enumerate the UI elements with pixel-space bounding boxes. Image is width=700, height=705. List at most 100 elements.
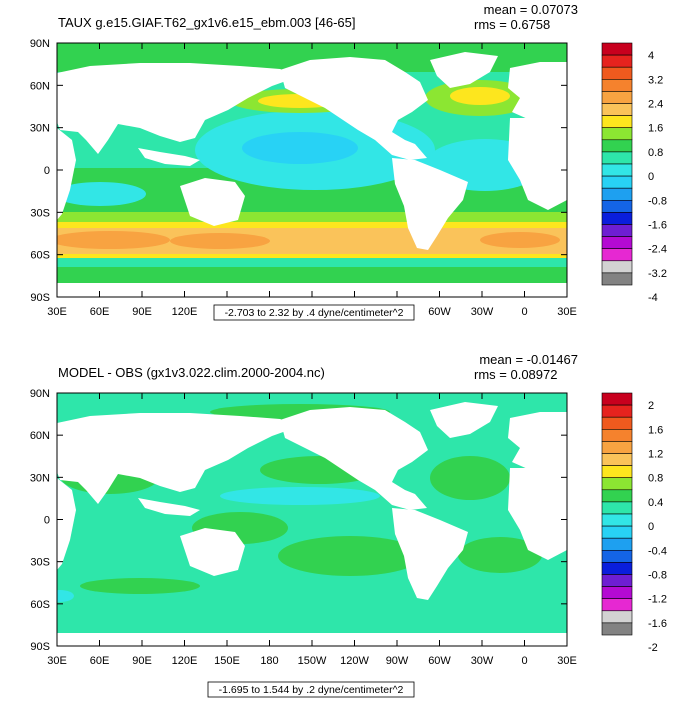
panel-1: TAUX g.e15.GIAF.T62_gx1v6.e15_ebm.003 [4… [30,2,667,321]
colorbar-label: 0 [648,521,654,533]
colorbar-swatch [601,151,633,165]
lon-tick-label: 60W [428,655,451,667]
colorbar-swatch [601,392,633,406]
lon-tick-label: 30E [47,655,67,667]
lat-tick-label: 90S [30,641,50,653]
lon-tick-label: 0 [521,655,527,667]
colorbar-swatch [601,175,633,189]
colorbar-label: -2 [648,642,658,654]
lat-tick-label: 60N [30,80,50,92]
lon-tick-label: 30E [47,306,67,318]
panel-2: MODEL - OBS (gx1v3.022.clim.2000-2004.nc… [30,352,667,698]
colorbar-swatch [601,562,633,575]
lon-tick-label: 30E [557,655,577,667]
colorbar-swatch [601,212,633,225]
lat-tick-label: 30N [30,123,50,135]
colorbar-label: 0.8 [648,147,663,159]
colorbar-swatch [601,272,633,286]
colorbar-swatch [601,163,633,177]
panel-2-axes: 90N 60N 30N 0 30S 60S 90S 30E 60E 90E 120E 150E 180 1… [30,388,577,667]
colorbar-swatch [601,453,633,466]
lat-tick-label: 30S [30,557,50,569]
colorbar-swatch [601,489,633,503]
colorbar-label: -4 [648,292,658,304]
colorbar-label: -0.8 [648,570,667,582]
colorbar-swatch [601,79,633,92]
panel-1-range-label: -2.703 to 2.32 by .4 dyne/centimeter^2 [225,307,404,319]
colorbar-label: -0.8 [648,195,667,207]
colorbar-label: -3.2 [648,268,667,280]
lon-tick-label: 0 [521,306,527,318]
lon-tick-label: 60E [90,655,110,667]
colorbar-swatch [601,66,633,80]
lat-tick-label: 90S [30,292,50,304]
panel-1-rms: rms = 0.6758 [474,17,550,32]
colorbar-swatch [601,404,633,418]
panel-1-mean: mean = 0.07073 [484,2,578,17]
lon-tick-label: 30W [471,655,494,667]
panel-2-map [57,393,567,646]
lon-tick-label: 90W [386,655,409,667]
colorbar-swatch [601,236,633,250]
colorbar-swatch [601,441,633,454]
colorbar-swatch [601,622,633,636]
panel-1-colorbar: 4 3.2 2.4 1.6 0.8 0 -0.8 -1.6 -2.4 -3.2 -4 [601,42,667,304]
colorbar-label: -1.6 [648,618,667,630]
colorbar-swatch [601,428,633,442]
lon-tick-label: 120E [172,655,198,667]
colorbar-swatch [601,248,633,262]
colorbar-label: 3.2 [648,74,663,86]
colorbar-swatch [601,54,633,68]
panel-2-colorbar: 2 1.6 1.2 0.8 0.4 0 -0.4 -0.8 -1.2 -1.6 -2 [601,392,667,654]
lon-tick-label: 30E [557,306,577,318]
colorbar-swatch [601,549,633,563]
colorbar-swatch [601,260,633,274]
colorbar-swatch [601,200,633,213]
colorbar-label: 1.6 [648,123,663,135]
colorbar-label: -2.4 [648,244,667,256]
panel-1-title: TAUX g.e15.GIAF.T62_gx1v6.e15_ebm.003 [4… [58,15,356,30]
colorbar-swatch [601,91,633,104]
lon-tick-label: 60E [90,306,110,318]
lon-tick-label: 90E [132,306,152,318]
colorbar-swatch [601,42,633,56]
colorbar-label: 4 [648,50,654,62]
colorbar-label: -0.4 [648,545,667,557]
lat-tick-label: 60N [30,430,50,442]
colorbar-label: 0 [648,171,654,183]
colorbar-label: 2.4 [648,99,663,111]
lon-tick-label: 120W [340,655,369,667]
colorbar-swatch [601,224,633,237]
colorbar-swatch [601,115,633,128]
lat-tick-label: 0 [44,165,50,177]
lat-tick-label: 30N [30,472,50,484]
panel-2-range-label: -1.695 to 1.544 by .2 dyne/centimeter^2 [219,684,404,696]
colorbar-swatch [601,127,633,141]
colorbar-label: -1.2 [648,594,667,606]
lon-tick-label: 150W [298,655,327,667]
colorbar-swatch [601,187,633,201]
colorbar-swatch [601,465,633,479]
lat-tick-label: 90N [30,38,50,50]
lon-tick-label: 150E [214,655,240,667]
colorbar-swatch [601,537,633,551]
colorbar-swatch [601,501,633,515]
lon-tick-label: 90E [132,655,152,667]
lon-tick-label: 120E [172,306,198,318]
colorbar-swatch [601,525,633,539]
lon-tick-label: 30W [471,306,494,318]
lat-tick-label: 90N [30,388,50,400]
colorbar-swatch [601,574,633,587]
lat-tick-label: 0 [44,515,50,527]
colorbar-swatch [601,598,633,612]
colorbar-swatch [601,416,633,430]
colorbar-label: 1.2 [648,449,663,461]
colorbar-label: 0.8 [648,473,663,485]
colorbar-label: 2 [648,400,654,412]
lon-tick-label: 180 [260,655,278,667]
colorbar-label: 0.4 [648,497,663,509]
colorbar-swatch [601,103,633,116]
lon-tick-label: 60W [428,306,451,318]
